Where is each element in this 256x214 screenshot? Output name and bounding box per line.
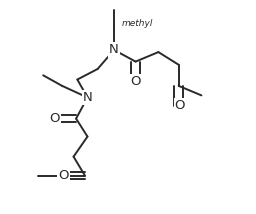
Text: O: O	[130, 75, 141, 88]
Text: N: N	[83, 91, 92, 104]
Text: O: O	[58, 169, 69, 182]
Text: N: N	[109, 43, 119, 56]
Text: O: O	[175, 100, 185, 112]
Text: methyl: methyl	[122, 19, 153, 28]
Text: O: O	[49, 112, 60, 125]
